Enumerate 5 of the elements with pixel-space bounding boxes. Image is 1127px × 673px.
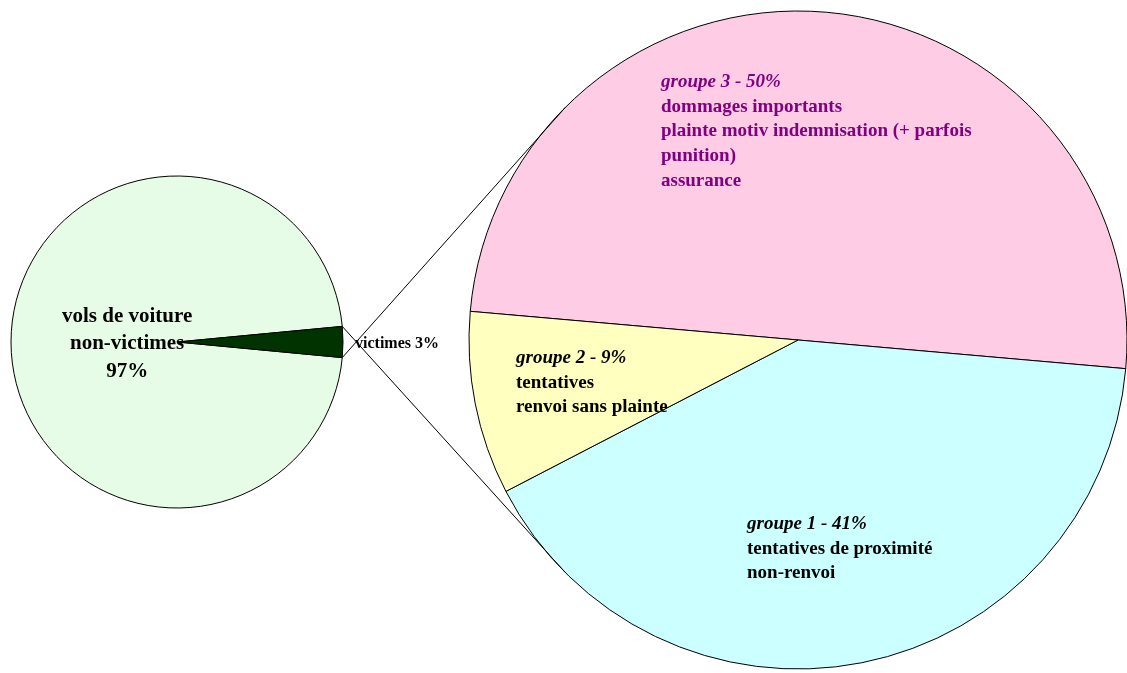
slice-label: vols de voiture non-victimes — [62, 303, 193, 355]
slice-label: groupe 1 - 41% tentatives de proximité non-renvoi — [746, 512, 933, 583]
slice-label: groupe 2 - 9% tentatives renvoi sans plainte — [515, 346, 668, 417]
data-label: 97% — [106, 357, 149, 382]
slice-label: groupe 3 - 50% dommages importants plainte motiv indemnisation (+ parfois punition) assurance — [660, 70, 972, 190]
